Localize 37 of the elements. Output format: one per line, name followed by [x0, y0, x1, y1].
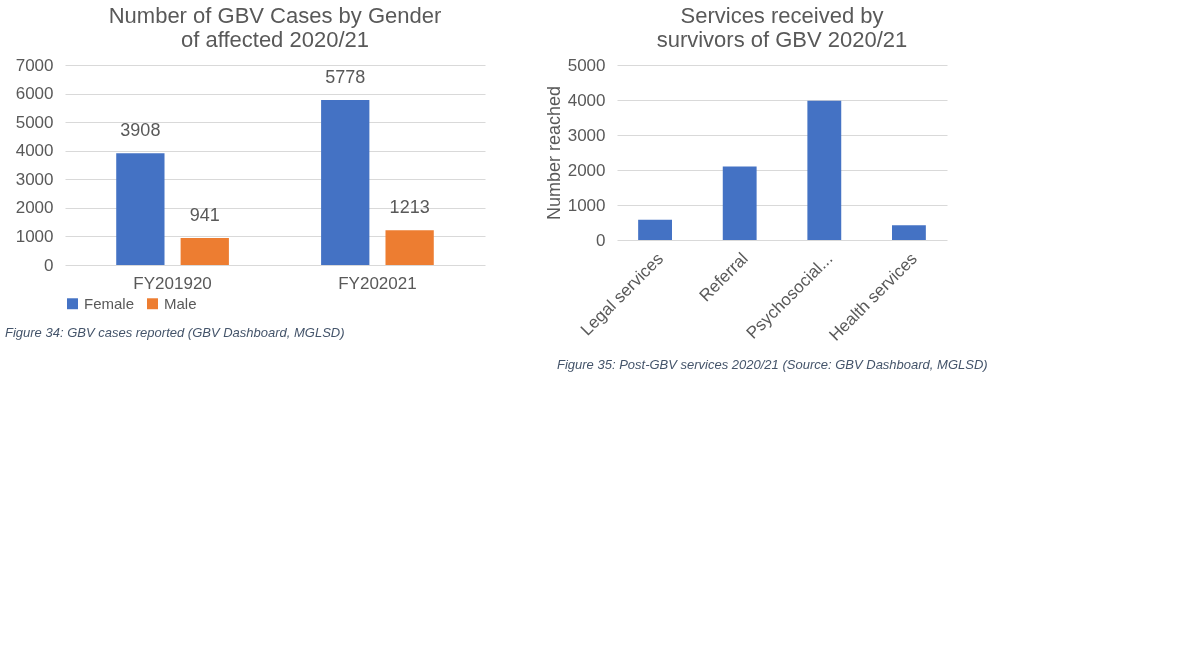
text: Services received by	[680, 3, 884, 28]
text: of affected 2020/21	[181, 27, 369, 52]
caption: Figure 35: Post-GBV services 2020/21 (Source: GBV Dashboard, MGLSD)	[557, 357, 988, 372]
bar	[892, 225, 926, 240]
bar	[807, 100, 842, 240]
y-tick-label: 5000	[15, 112, 54, 132]
bar	[321, 99, 370, 265]
y-tick-label: 1000	[567, 195, 606, 215]
y-tick-label: 2000	[15, 198, 54, 218]
bar	[180, 238, 229, 265]
x-tick-label: FY202021	[338, 273, 417, 293]
legend-label: Female	[84, 294, 135, 312]
y-tick-label: 4000	[15, 141, 54, 161]
caption: Figure 34: GBV cases reported (GBV Dashboard, MGLSD)	[5, 325, 345, 340]
bar	[638, 219, 672, 240]
y-tick-label: 3000	[567, 125, 606, 145]
y-tick-label: 4000	[567, 90, 606, 110]
y-tick-label: 0	[44, 255, 54, 275]
data-label: 5778	[325, 66, 366, 87]
y-tick-label: 7000	[15, 55, 54, 75]
y-axis-title: Number reached	[543, 85, 564, 221]
bar	[116, 153, 165, 265]
y-tick-label: 5000	[567, 55, 606, 75]
data-label: 3908	[120, 120, 161, 141]
data-label: 1213	[389, 197, 430, 218]
bar	[385, 230, 434, 265]
y-tick-label: 3000	[15, 169, 54, 189]
y-tick-label: 6000	[15, 84, 54, 104]
bar	[722, 166, 757, 240]
y-tick-label: 2000	[567, 160, 606, 180]
data-label: 941	[189, 205, 220, 226]
text: Number of GBV Cases by Gender	[108, 3, 442, 28]
y-tick-label: 0	[596, 230, 606, 250]
y-tick-label: 1000	[15, 226, 54, 246]
text: survivors of GBV 2020/21	[656, 27, 908, 52]
x-tick-label: FY201920	[133, 273, 212, 293]
legend-label: Male	[164, 294, 197, 312]
